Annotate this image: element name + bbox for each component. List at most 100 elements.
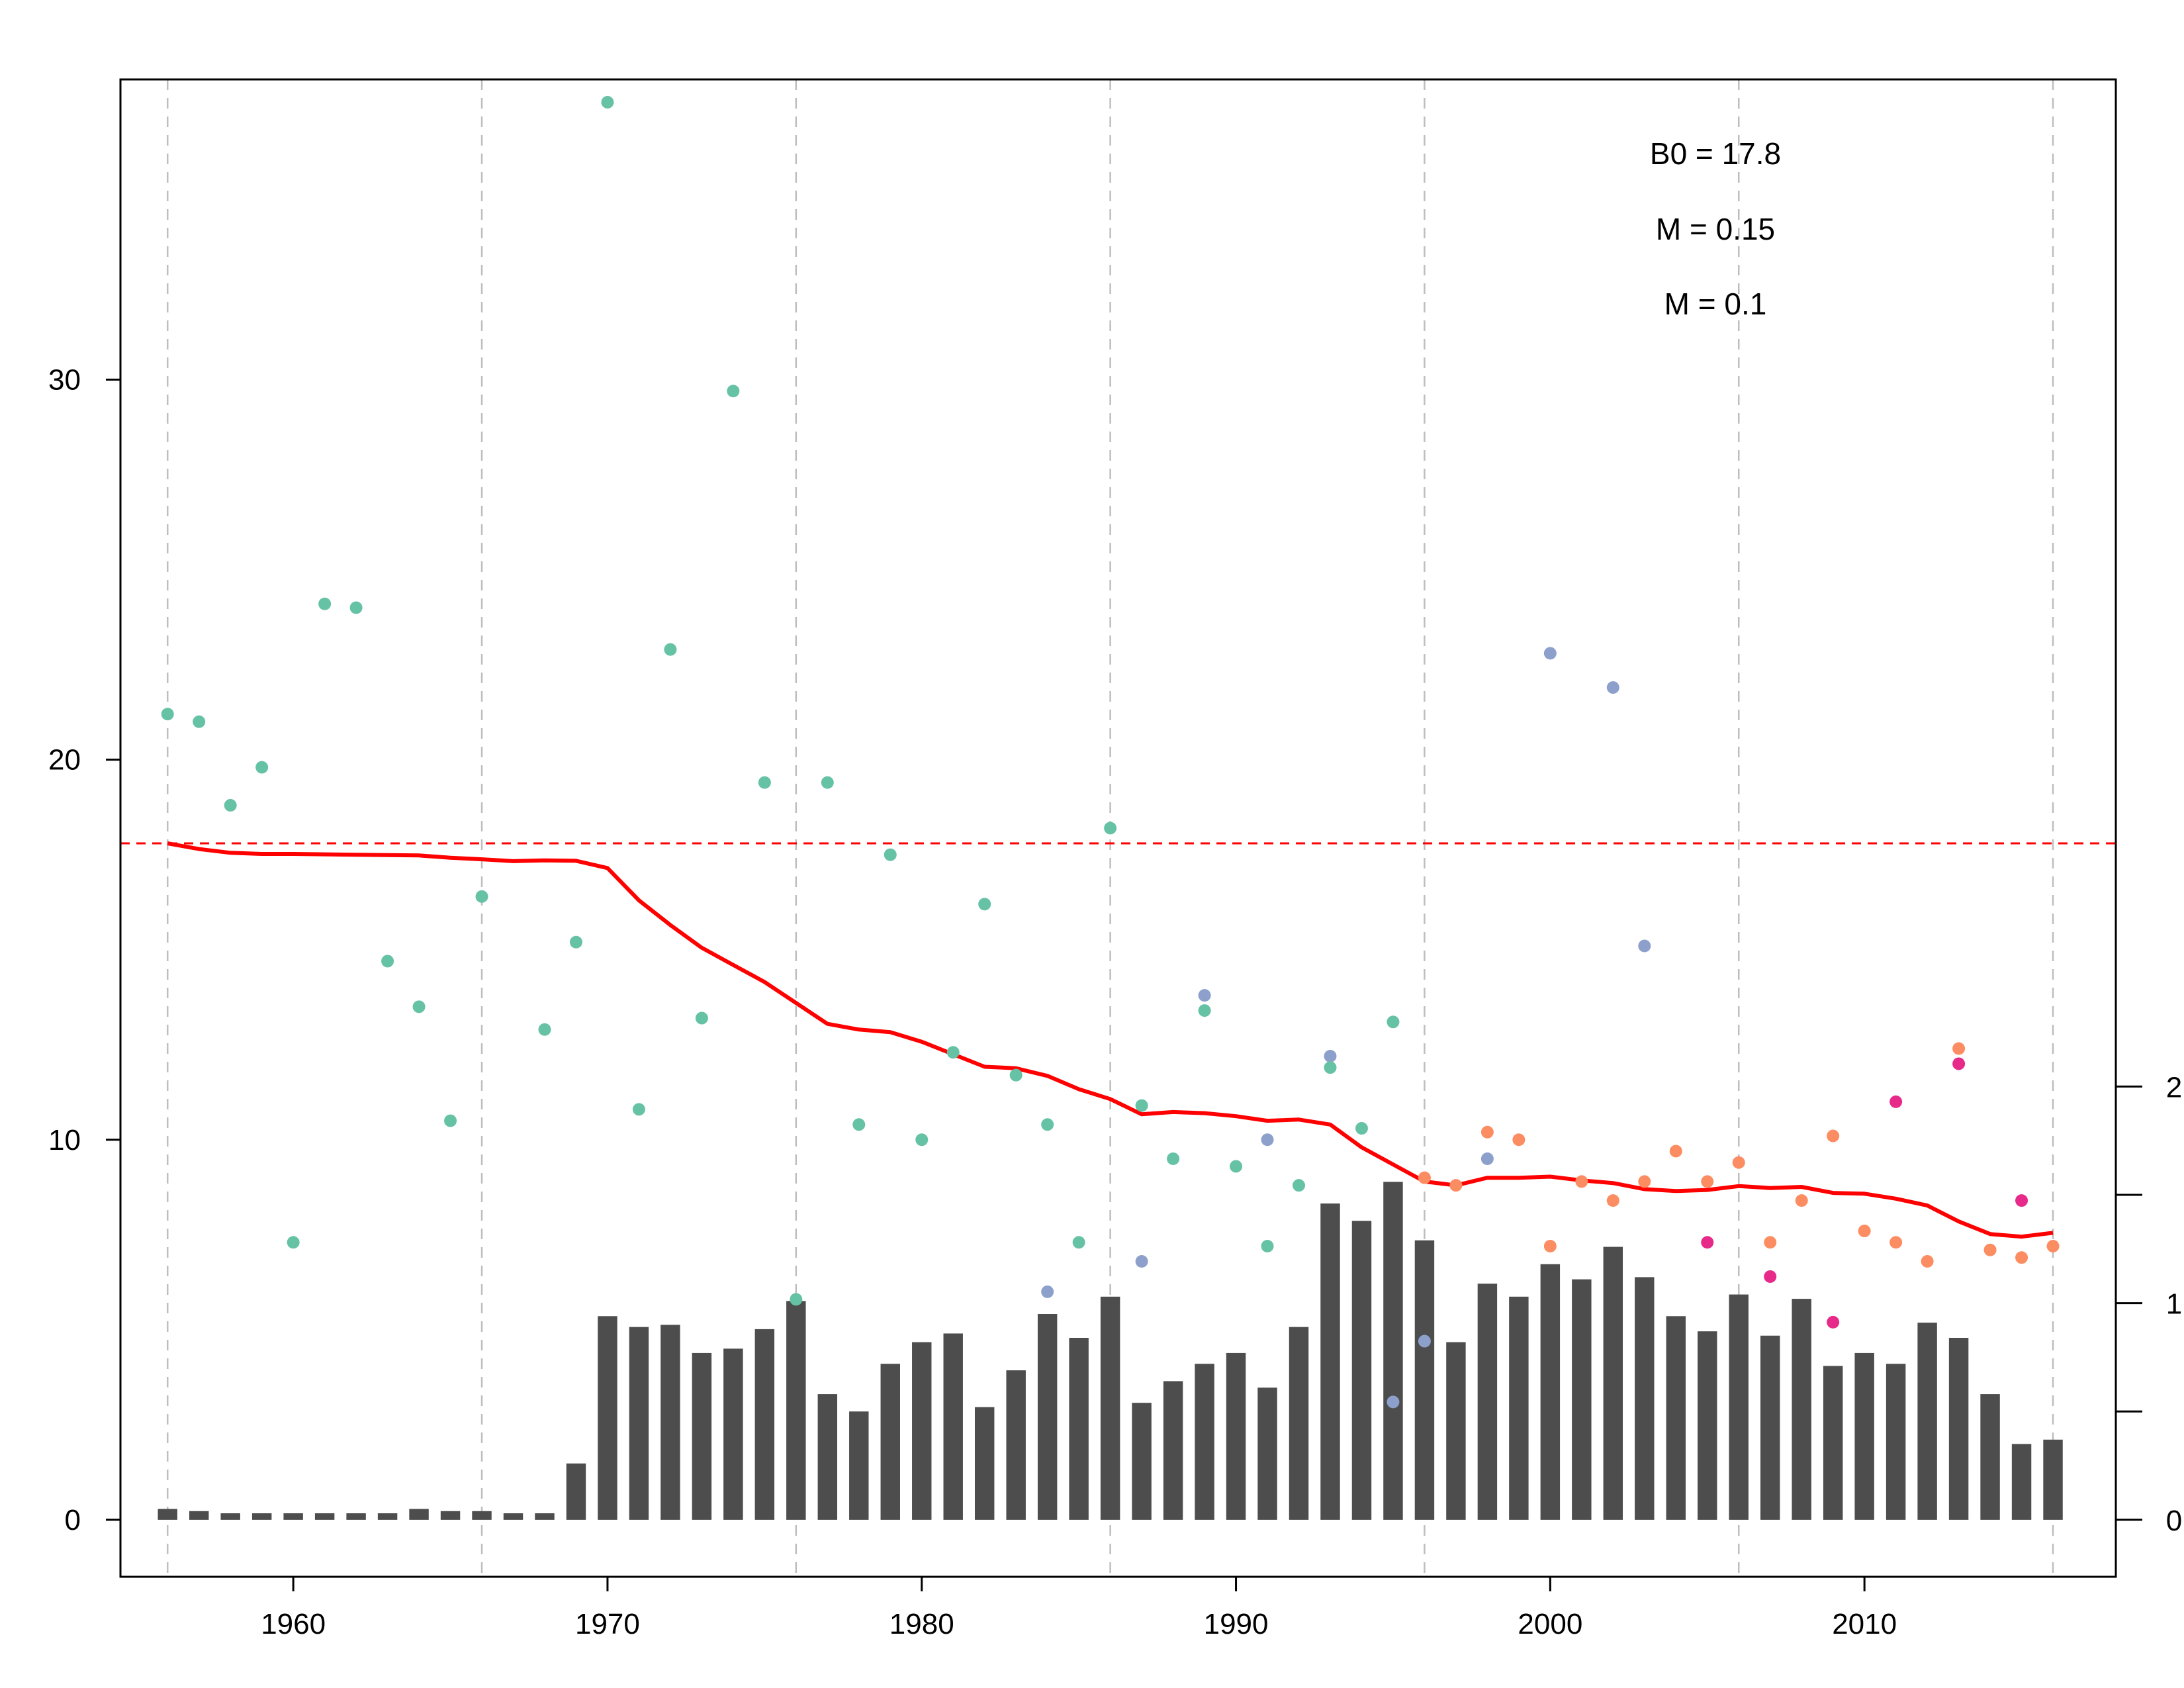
x-tick-label: 2000 [1518, 1608, 1582, 1640]
catch-bar [409, 1509, 429, 1520]
catch-bar [1037, 1314, 1058, 1520]
data-point [1543, 1240, 1557, 1253]
catch-bar [2043, 1439, 2063, 1520]
annotation-m2: M = 0.1 [1664, 287, 1767, 321]
data-point [2015, 1251, 2028, 1264]
catch-bar [1226, 1352, 1246, 1520]
catch-bar [1195, 1364, 1214, 1520]
data-point [193, 715, 206, 728]
data-point [2046, 1240, 2060, 1253]
annotation-b0: B0 = 17.8 [1650, 136, 1781, 171]
data-point [1543, 647, 1557, 660]
catch-bar [189, 1511, 209, 1520]
catch-bar [786, 1301, 806, 1520]
catch-bar [974, 1407, 995, 1520]
catch-bar [566, 1463, 586, 1520]
catch-bar [754, 1329, 775, 1520]
catch-bar [1163, 1381, 1183, 1520]
bar-axis-label: 2 [2166, 1071, 2182, 1103]
y-axis: 0 10 20 30 [48, 364, 122, 1536]
catch-bar [1603, 1246, 1623, 1520]
data-point [884, 848, 897, 861]
data-point [475, 890, 488, 903]
data-point [1952, 1042, 1966, 1055]
y-tick-label: 20 [48, 744, 81, 776]
data-point [915, 1133, 929, 1147]
catch-bar [880, 1364, 900, 1520]
catch-bar [1666, 1316, 1686, 1520]
catch-bar [692, 1352, 712, 1520]
catch-bar [1446, 1342, 1466, 1520]
data-point [1889, 1236, 1903, 1249]
catch-bar [346, 1513, 366, 1520]
scatter-points [161, 95, 2060, 1409]
catch-bar [283, 1513, 303, 1520]
data-point [601, 95, 614, 109]
data-point [1512, 1133, 1525, 1147]
data-point [1418, 1335, 1431, 1348]
data-point [1764, 1270, 1777, 1283]
catch-bar [1792, 1299, 1811, 1520]
catch-bar [503, 1513, 523, 1520]
trend-line-path [167, 841, 2054, 1239]
catch-bar [440, 1511, 461, 1520]
data-point [1261, 1240, 1274, 1253]
data-point [1606, 681, 1619, 694]
data-point [287, 1236, 300, 1249]
data-point [1701, 1175, 1714, 1188]
catch-bar [1477, 1284, 1498, 1520]
data-point [1104, 821, 1117, 835]
data-point [538, 1023, 551, 1036]
catch-bar [1886, 1364, 1906, 1520]
catch-bar [1823, 1366, 1843, 1520]
catch-bar [1383, 1182, 1403, 1520]
data-point [1921, 1254, 1934, 1268]
data-point [2015, 1194, 2028, 1207]
catch-bar [220, 1513, 240, 1520]
catch-bar [472, 1511, 492, 1520]
x-axis: 1960 1970 1980 1990 2000 2010 [261, 1575, 1897, 1640]
x-tick-label: 2010 [1832, 1608, 1897, 1640]
data-point [1198, 1004, 1211, 1017]
catch-bar [1698, 1331, 1717, 1520]
data-point [1009, 1068, 1023, 1082]
catch-bar [314, 1513, 335, 1520]
catch-bar [849, 1411, 869, 1520]
catch-bar [1572, 1279, 1592, 1520]
catch-bar [598, 1316, 617, 1520]
data-point [727, 385, 740, 398]
catch-bar [817, 1394, 838, 1520]
catch-bar [1100, 1296, 1120, 1520]
catch-bar [1540, 1264, 1561, 1520]
data-point [1701, 1236, 1714, 1249]
catch-bar [1854, 1352, 1874, 1520]
catch-bar [1289, 1327, 1309, 1520]
data-point [381, 955, 394, 968]
data-point [224, 799, 237, 812]
data-point [664, 643, 677, 656]
catch-bar [1069, 1337, 1089, 1520]
data-point [852, 1118, 866, 1131]
x-tick-label: 1960 [261, 1608, 326, 1640]
catch-bar [943, 1333, 963, 1520]
catch-bar [1729, 1294, 1749, 1520]
data-point [318, 597, 332, 610]
data-point [1480, 1152, 1494, 1165]
data-point [1387, 1015, 1400, 1029]
catch-bar [1132, 1403, 1152, 1520]
data-point [1230, 1160, 1243, 1173]
data-point [1606, 1194, 1619, 1207]
data-point [1167, 1152, 1180, 1165]
data-point [1732, 1156, 1745, 1169]
data-point [1293, 1179, 1306, 1192]
x-tick-label: 1970 [575, 1608, 640, 1640]
data-point [1827, 1315, 1840, 1329]
catch-bar [1006, 1370, 1026, 1520]
catch-bar [723, 1348, 743, 1520]
catch-bar [251, 1513, 272, 1520]
catch-bar [1948, 1337, 1969, 1520]
catch-bar [1917, 1323, 1937, 1520]
catch-bar [535, 1513, 555, 1520]
data-point [1072, 1236, 1085, 1249]
catch-bar [1760, 1335, 1780, 1520]
